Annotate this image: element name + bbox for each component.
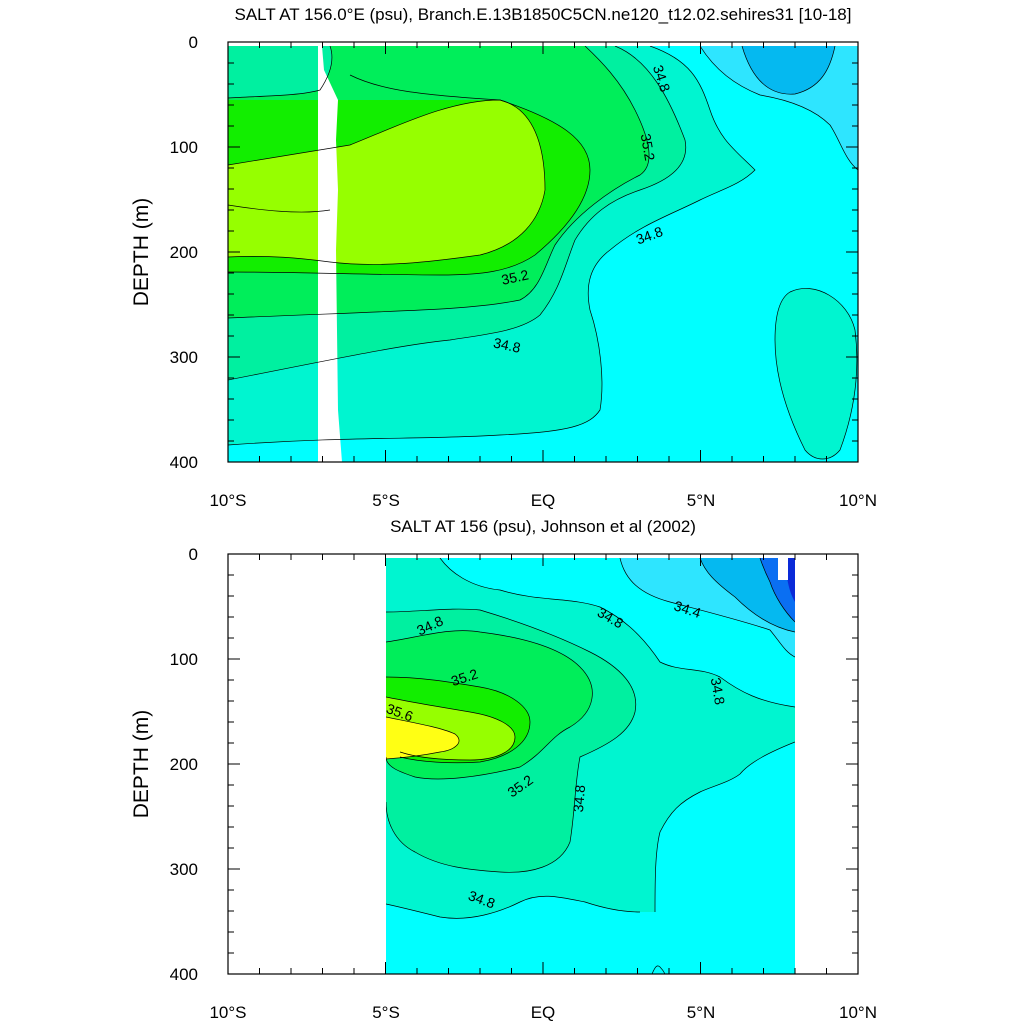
y-tick-label: 300 xyxy=(170,348,198,367)
y-tick-label: 300 xyxy=(170,860,198,879)
y-tick-label: 400 xyxy=(170,453,198,472)
contour-35.8 xyxy=(386,716,460,760)
contour-35.0-top xyxy=(228,46,333,99)
contour-35.2 xyxy=(386,630,593,780)
contour-34.4 xyxy=(699,46,858,171)
fill-level-34.8-deep xyxy=(775,288,857,459)
contour-35.4 xyxy=(228,74,591,276)
contour-34.4 xyxy=(619,558,795,658)
contour-34.2 xyxy=(699,558,795,633)
fill-level-35.0-top xyxy=(228,46,332,98)
contour-34.8b xyxy=(654,741,795,913)
missing-data-patch xyxy=(778,558,788,580)
top-contour-lines xyxy=(228,46,858,460)
bottom-chart-title: SALT AT 156 (psu), Johnson et al (2002) xyxy=(390,517,696,536)
x-tick-label: 10°N xyxy=(839,1003,877,1022)
y-axis-title: DEPTH (m) xyxy=(130,710,153,819)
top-panel: SALT AT 156.0°E (psu), Branch.E.13B1850C… xyxy=(130,5,877,510)
y-axis-title: DEPTH (m) xyxy=(130,198,153,307)
x-tick-label: 5°N xyxy=(687,1003,716,1022)
contour-34.2 xyxy=(741,46,836,95)
contour-label: 35.2 xyxy=(638,132,659,162)
fill-level-34.2 xyxy=(742,46,835,95)
x-tick-label: 10°S xyxy=(209,1003,246,1022)
missing-data-strip xyxy=(318,46,342,462)
x-tick-label: 5°N xyxy=(687,491,716,510)
y-tick-label: 200 xyxy=(170,243,198,262)
x-tick-label: EQ xyxy=(531,1003,556,1022)
bottom-panel: SALT AT 156 (psu), Johnson et al (2002) xyxy=(0,512,1024,1024)
bottom-contour-fill xyxy=(386,558,795,974)
contour-35.2 xyxy=(228,46,650,319)
top-chart-title: SALT AT 156.0°E (psu), Branch.E.13B1850C… xyxy=(235,5,852,24)
top-chart: SALT AT 156.0°E (psu), Branch.E.13B1850C… xyxy=(130,5,877,510)
top-contour-fill xyxy=(228,46,858,462)
x-tick-label: 5°S xyxy=(372,1003,400,1022)
bottom-chart: SALT AT 156 (psu), Johnson et al (2002) xyxy=(130,517,877,1022)
y-tick-label: 400 xyxy=(170,965,198,984)
y-tick-label: 100 xyxy=(170,650,198,669)
y-tick-label: 100 xyxy=(170,138,198,157)
contour-34.8-deep xyxy=(774,288,858,460)
fill-level-35.8 xyxy=(386,717,460,759)
bottom-contour-lines xyxy=(386,558,795,974)
y-tick-label: 0 xyxy=(189,545,198,564)
contour-label: 34.8 xyxy=(492,334,522,355)
contour-label: 35.2 xyxy=(500,266,530,287)
contour-35.2-inner xyxy=(228,204,331,213)
contour-35.0 xyxy=(386,608,637,873)
contour-small xyxy=(651,965,666,974)
contour-34.8 xyxy=(228,46,756,446)
contour-label: 34.8 xyxy=(570,784,588,813)
y-tick-label: 0 xyxy=(189,33,198,52)
contour-35.0 xyxy=(228,46,687,381)
axis-ticks xyxy=(227,553,859,975)
y-tick-label: 200 xyxy=(170,755,198,774)
contour-34.8 xyxy=(439,558,795,708)
contour-35.4 xyxy=(386,676,531,764)
fill-level-35.6 xyxy=(228,100,545,265)
axis-ticks xyxy=(227,41,859,463)
contour-35.6 xyxy=(386,696,516,761)
x-tick-label: 5°S xyxy=(372,491,400,510)
contour-34.0 xyxy=(759,558,795,623)
contour-34.8c xyxy=(386,895,641,919)
x-tick-label: 10°S xyxy=(209,491,246,510)
x-tick-label: EQ xyxy=(531,491,556,510)
contour-35.6 xyxy=(228,99,546,265)
contour-label: 34.8 xyxy=(708,676,729,706)
x-tick-label: 10°N xyxy=(839,491,877,510)
